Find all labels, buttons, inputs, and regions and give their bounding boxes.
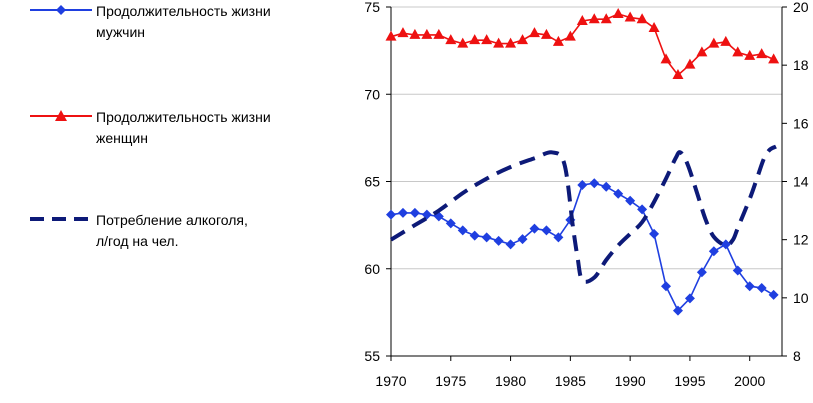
x-tick-label: 1995 — [674, 373, 705, 389]
data-point-female — [588, 13, 600, 24]
data-point-female — [720, 35, 732, 46]
legend-swatch-alcohol — [30, 217, 92, 221]
data-point-male — [708, 246, 719, 257]
data-point-female — [768, 53, 780, 64]
y2-tick-label: 18 — [793, 57, 809, 73]
legend-swatch-male — [30, 5, 92, 15]
data-point-female — [540, 28, 552, 39]
data-point-male — [505, 239, 516, 250]
data-point-male — [421, 209, 432, 220]
data-point-female — [684, 58, 696, 69]
data-point-male — [529, 223, 540, 234]
legend-swatch-female — [30, 110, 92, 121]
data-point-female — [636, 13, 648, 24]
legend-label-alcohol: Потребление алкоголя, л/год на чел. — [96, 212, 248, 249]
data-point-female — [576, 14, 588, 25]
data-point-female — [732, 46, 744, 57]
data-point-female — [672, 69, 684, 80]
y-tick-label: 75 — [364, 0, 380, 15]
data-point-female — [385, 30, 397, 41]
x-tick-label: 1975 — [435, 373, 466, 389]
data-point-female — [433, 28, 445, 39]
data-point-female — [744, 49, 756, 60]
x-tick-label: 2000 — [734, 373, 765, 389]
data-point-male — [553, 232, 564, 243]
x-tick-label: 1990 — [615, 373, 646, 389]
y-tick-label: 70 — [364, 86, 380, 102]
data-point-female — [624, 11, 636, 22]
data-point-male — [756, 282, 767, 293]
y2-tick-label: 8 — [793, 348, 801, 364]
data-point-female — [612, 7, 624, 18]
data-point-female — [409, 28, 421, 39]
y-tick-label: 60 — [364, 261, 380, 277]
data-point-male — [768, 289, 779, 300]
tick-labels: 55 60 65 70 75 8 10 12 14 16 18 20 1970 1975 1980 1985 1… — [364, 0, 808, 389]
legend: Продолжительность жизни мужчин Продолжит… — [0, 0, 330, 403]
data-point-female — [756, 48, 768, 59]
data-point-male — [720, 239, 731, 250]
x-tick-label: 1970 — [375, 373, 406, 389]
data-point-male — [457, 225, 468, 236]
series-line-male — [390, 182, 775, 312]
y2-tick-label: 16 — [793, 115, 809, 131]
data-point-male — [481, 232, 492, 243]
data-point-female — [481, 34, 493, 45]
data-point-female — [445, 34, 457, 45]
data-point-male — [445, 218, 456, 229]
data-point-male — [577, 179, 588, 190]
axes — [386, 6, 787, 361]
data-point-male — [637, 204, 648, 215]
data-point-female — [397, 27, 409, 38]
data-point-female — [457, 37, 469, 48]
data-point-male — [625, 195, 636, 206]
data-point-male — [661, 281, 672, 292]
data-point-female — [708, 37, 720, 48]
data-point-female — [660, 53, 672, 64]
data-point-male — [397, 207, 408, 218]
data-point-male — [613, 188, 624, 199]
data-point-male — [493, 235, 504, 246]
y2-tick-label: 12 — [793, 232, 809, 248]
data-point-male — [684, 293, 695, 304]
data-point-male — [732, 265, 743, 276]
data-point-female — [528, 27, 540, 38]
gridlines — [391, 6, 782, 357]
y-tick-label: 65 — [364, 174, 380, 190]
data-point-male — [589, 178, 600, 189]
data-point-female — [696, 46, 708, 57]
data-point-male — [517, 234, 528, 245]
data-point-male — [386, 209, 396, 220]
series-line-alcohol — [389, 144, 777, 284]
legend-label-male: Продолжительность жизни мужчин — [96, 3, 271, 40]
data-point-male — [744, 281, 755, 292]
data-point-female — [600, 13, 612, 24]
data-point-male — [541, 225, 552, 236]
y-tick-label: 55 — [364, 348, 380, 364]
data-point-male — [469, 230, 480, 241]
data-point-female — [469, 34, 481, 45]
data-point-female — [517, 34, 529, 45]
data-point-male — [409, 207, 420, 218]
x-tick-label: 1985 — [555, 373, 586, 389]
data-point-female — [505, 37, 517, 48]
legend-label-female: Продолжительность жизни женщин — [96, 109, 271, 146]
x-tick-label: 1980 — [495, 373, 526, 389]
data-point-male — [696, 267, 707, 278]
data-point-female — [421, 28, 433, 39]
data-point-male — [672, 305, 683, 316]
data-point-male — [601, 181, 612, 192]
series-layer — [385, 7, 780, 316]
data-point-female — [564, 30, 576, 41]
y2-tick-label: 20 — [793, 0, 809, 15]
y2-tick-label: 10 — [793, 290, 809, 306]
data-point-female — [493, 37, 505, 48]
data-point-female — [552, 35, 564, 46]
data-point-male — [649, 228, 660, 239]
y2-tick-label: 14 — [793, 174, 809, 190]
data-point-female — [648, 21, 660, 32]
